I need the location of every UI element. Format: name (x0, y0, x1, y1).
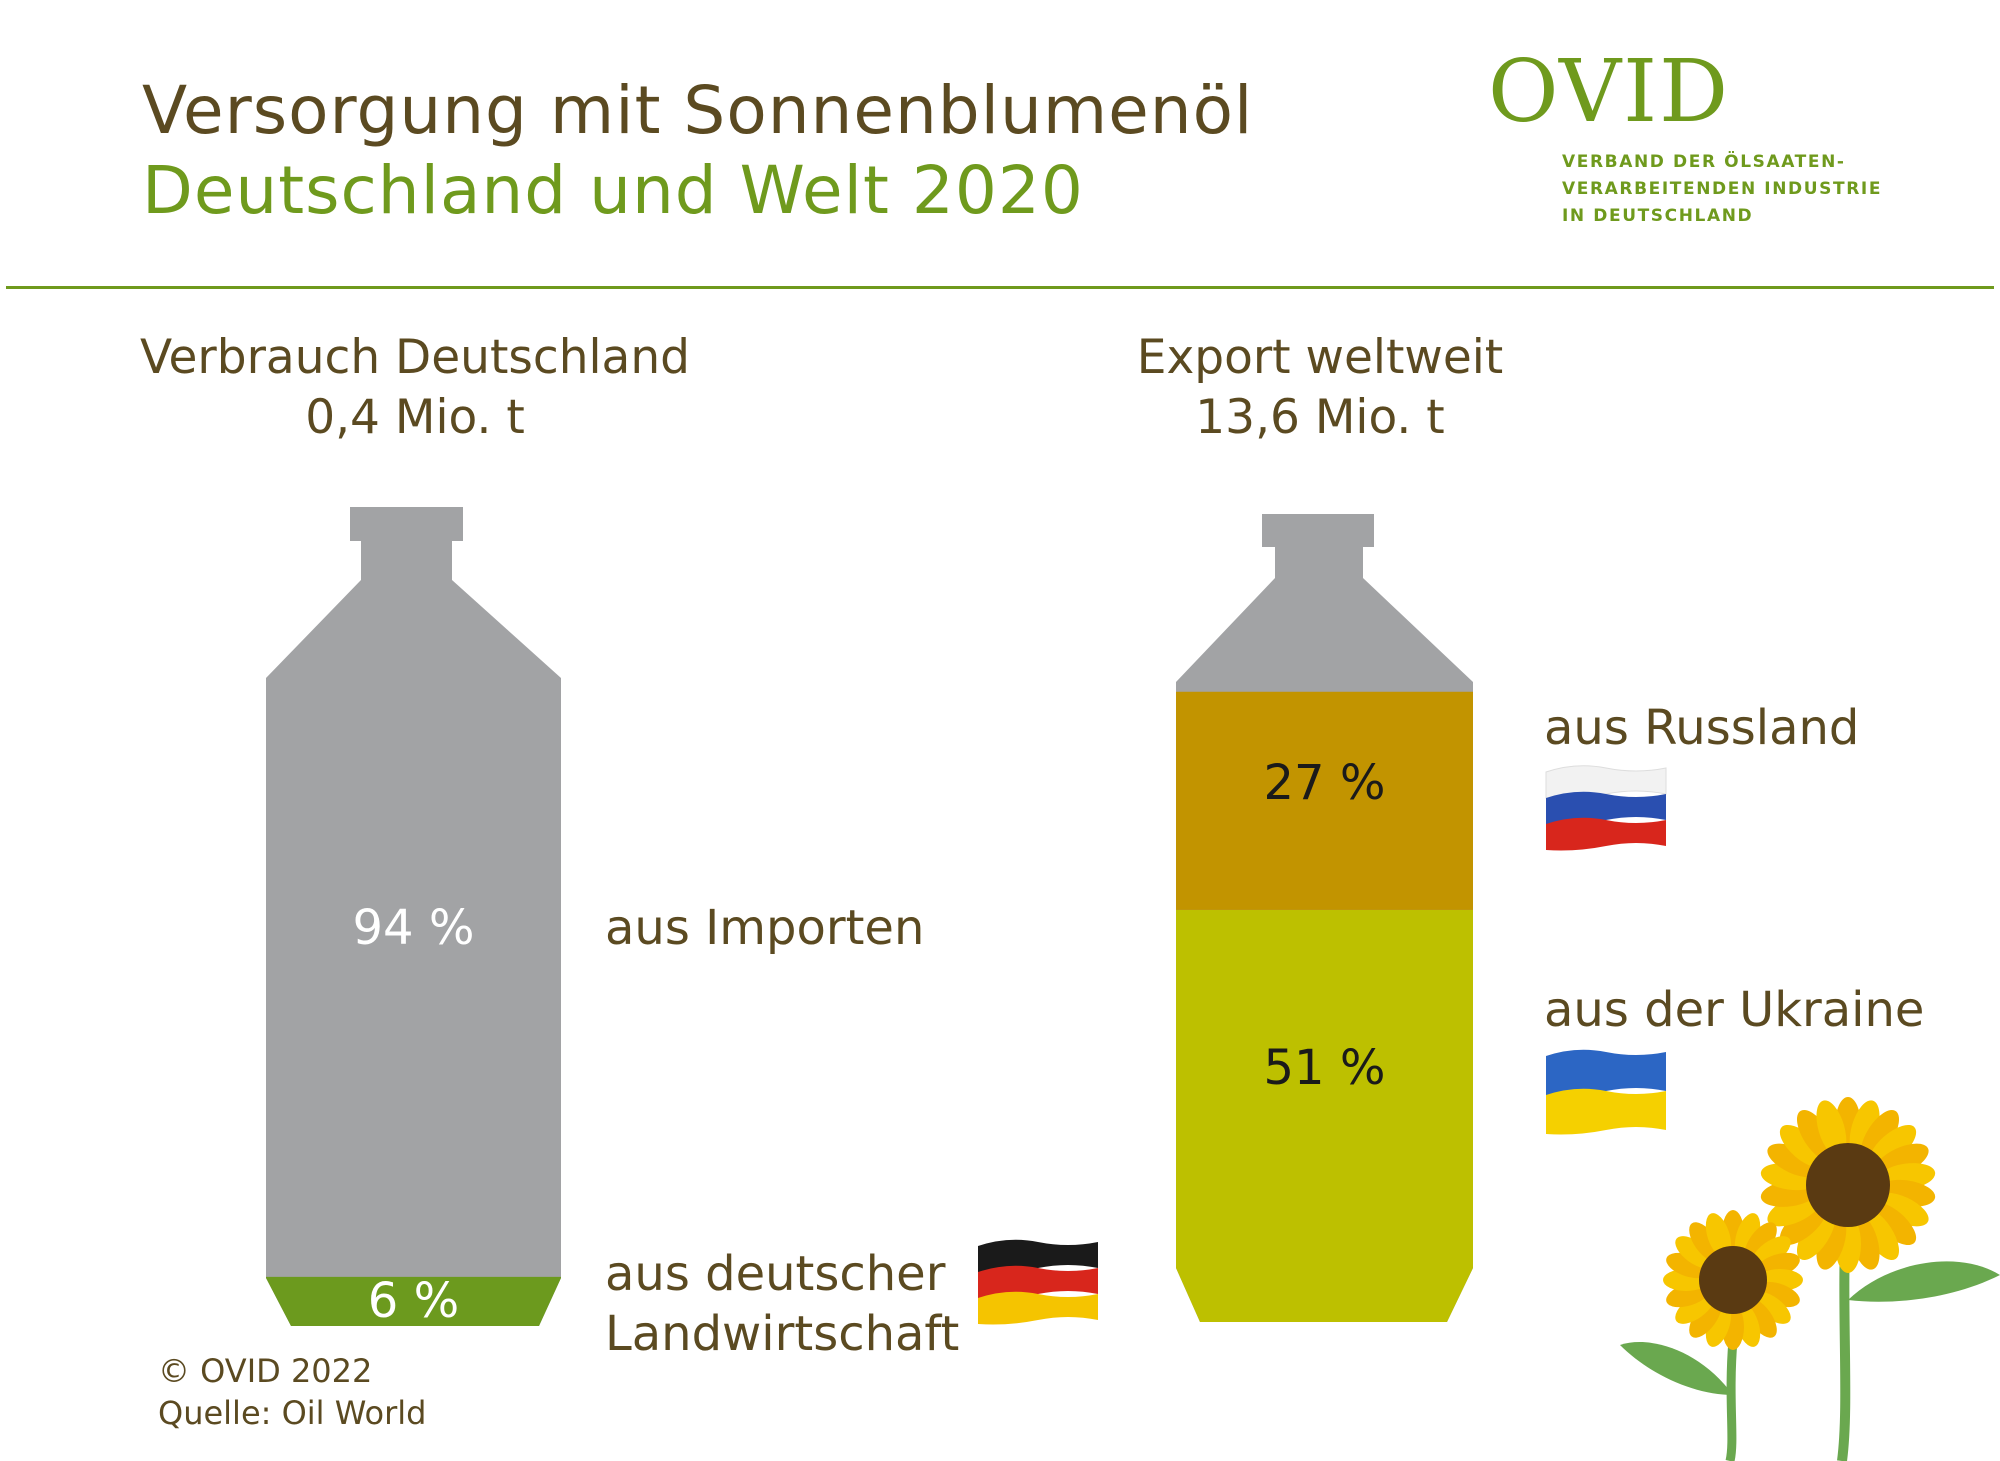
sunflower-petal (1796, 1209, 1836, 1261)
chart1-label-importe: aus Importen (605, 900, 925, 956)
sunflower-petal (1860, 1209, 1900, 1261)
sunflower-petal (1675, 1291, 1715, 1324)
chart1-subtitle: 0,4 Mio. t (305, 390, 525, 445)
page-title: Versorgung mit Sonnenblumenöl (142, 72, 1254, 149)
header-divider (6, 286, 1994, 289)
source-note: Quelle: Oil World (158, 1394, 427, 1432)
sunflower-petal (1689, 1298, 1722, 1338)
copyright-note: © OVID 2022 (158, 1352, 373, 1390)
sunflower-petal (1744, 1222, 1777, 1262)
logo-association-line3: IN DEUTSCHLAND (1562, 206, 1754, 226)
chart1-title: Verbrauch Deutschland (140, 330, 690, 385)
logo-association-line1: VERBAND DER ÖLSAATEN- (1562, 152, 1846, 172)
chart1-value-label-deutschland: 6 % (367, 1273, 460, 1329)
sunflower-petal (1796, 1109, 1836, 1161)
chart1-label-deutschland-line2: Landwirtschaft (605, 1306, 960, 1362)
chart2-title: Export weltweit (1136, 330, 1504, 385)
sunflower-petal (1816, 1100, 1847, 1157)
chart2-value-label-russland: 27 % (1263, 755, 1386, 811)
chart1-bottle (266, 507, 561, 1326)
chart2-label-russland: aus Russland (1544, 700, 1860, 756)
ukraine-flag-icon (1546, 1049, 1666, 1135)
chart2-subtitle: 13,6 Mio. t (1195, 390, 1445, 445)
sunflower-petal (1767, 1143, 1822, 1178)
sunflower-petal (1779, 1202, 1827, 1246)
sunflower-petal (1869, 1202, 1917, 1246)
chart2-segment-ukraine (1176, 909, 1473, 1322)
sunflower-petal (1874, 1192, 1929, 1227)
sunflower-petal (1869, 1124, 1917, 1168)
sunflower-petal (1751, 1291, 1791, 1324)
sunflower-petal (1689, 1222, 1722, 1262)
sunflower-petal (1779, 1124, 1827, 1168)
russia-flag-icon (1545, 765, 1667, 851)
chart1-segment-deutschland (266, 1276, 561, 1326)
logo-association-line2: VERARBEITENDEN INDUSTRIE (1562, 179, 1883, 199)
chart2-segment-russland (1176, 691, 1473, 910)
logo-wordmark: OVID (1488, 42, 1731, 142)
chart2-value-label-ukraine: 51 % (1263, 1040, 1386, 1096)
germany-flag-icon (978, 1239, 1098, 1325)
logo: OVID VERBAND DER ÖLSAATEN- VERARBEITENDE… (1488, 42, 1908, 232)
sunflower-petal (1751, 1236, 1791, 1269)
page-subtitle: Deutschland und Welt 2020 (142, 152, 1084, 229)
chart1-label-deutschland-line1: aus deutscher (605, 1246, 946, 1302)
chart1-value-label-importe: 94 % (352, 900, 475, 956)
sunflower-petal (1675, 1236, 1715, 1269)
sunflower-petal (1860, 1109, 1900, 1161)
sunflower-icon (1620, 1097, 2000, 1461)
sunflower-petal (1705, 1213, 1732, 1258)
chart2-label-ukraine: aus der Ukraine (1544, 982, 1925, 1038)
sunflower-petal (1744, 1298, 1777, 1338)
